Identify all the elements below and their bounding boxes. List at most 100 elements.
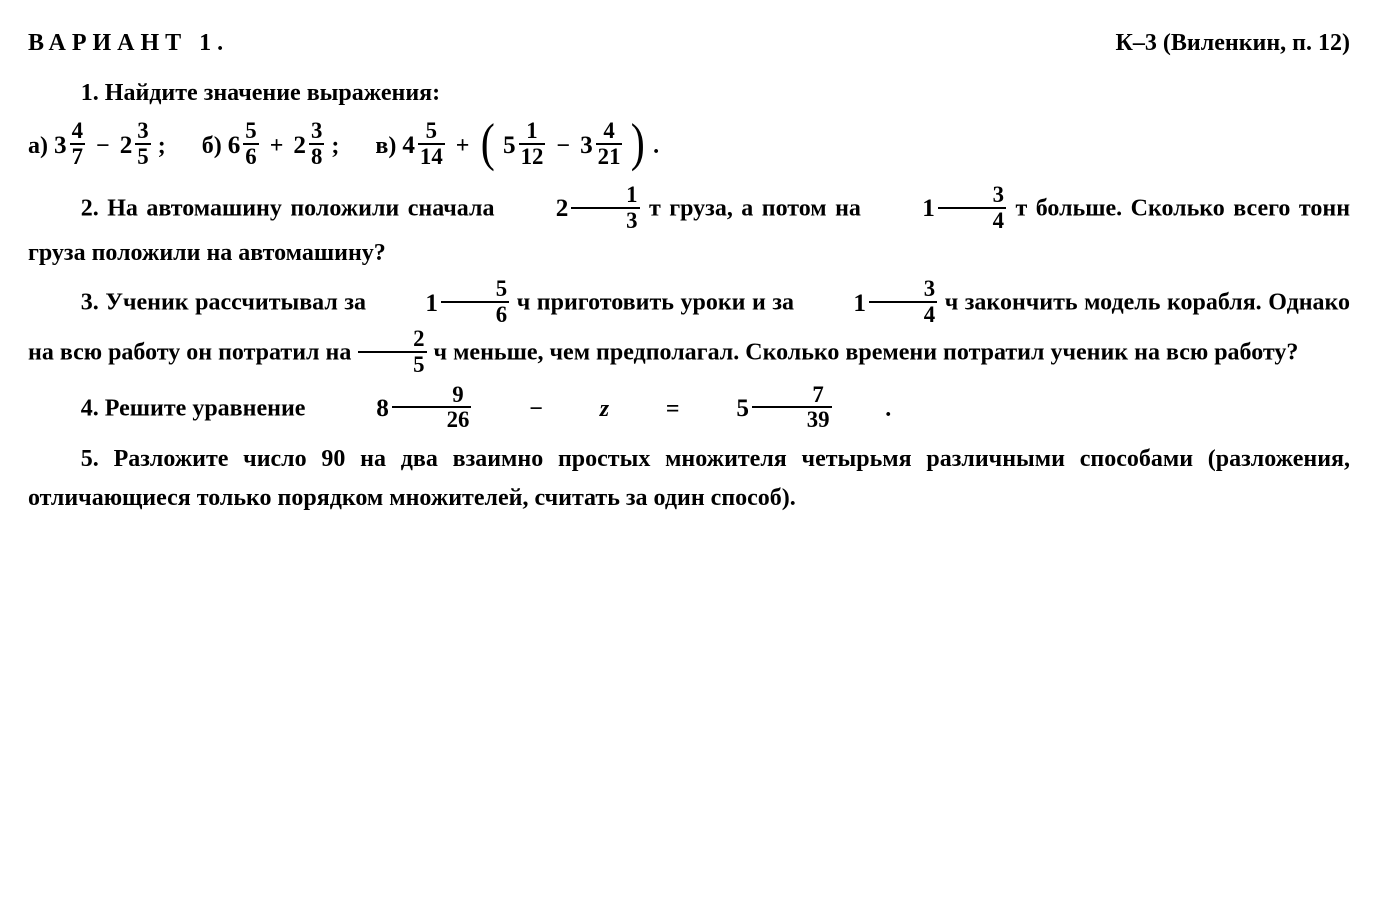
numerator: 1 [571, 183, 639, 209]
fraction: 4 21 [596, 119, 623, 169]
mixed-number: 1 3 4 [869, 185, 1007, 235]
mixed-number: 4 5 14 [402, 121, 445, 171]
task3: 3. Ученик рассчитывал за 1 5 6 ч пригото… [28, 279, 1350, 379]
variable-z: z [547, 390, 609, 428]
task1-title: 1. Найдите значение выражения: [28, 74, 1350, 112]
denominator: 39 [752, 408, 832, 432]
task2: 2. На автомашину положили сначала 2 1 3 … [28, 185, 1350, 273]
right-paren-icon: ) [631, 125, 645, 162]
punct: . [653, 127, 659, 165]
task4: 4. Решите уравнение 8 9 26 − z = 5 7 39 … [28, 385, 1350, 435]
whole: 8 [323, 389, 388, 429]
mixed-number: 1 3 4 [801, 279, 939, 329]
whole: 2 [120, 126, 133, 166]
equals-op: = [613, 390, 679, 428]
punct: . [833, 390, 892, 428]
fraction: 4 7 [70, 119, 85, 169]
denominator: 8 [309, 145, 324, 169]
denominator: 21 [596, 145, 623, 169]
denominator: 3 [571, 209, 639, 233]
task1-expressions: а) 3 4 7 − 2 3 5 ; б) 6 5 6 + [28, 121, 1350, 171]
whole: 4 [402, 126, 415, 166]
mixed-number: 5 7 39 [684, 385, 833, 435]
denominator: 4 [869, 303, 937, 327]
fraction: 5 14 [418, 119, 445, 169]
mixed-number: 2 1 3 [503, 185, 641, 235]
whole: 5 [684, 389, 749, 429]
whole: 3 [54, 126, 67, 166]
numerator: 4 [596, 119, 623, 145]
denominator: 5 [135, 145, 150, 169]
punct: ; [158, 127, 166, 165]
numerator: 3 [309, 119, 324, 145]
numerator: 7 [752, 383, 832, 409]
task5-text: Разложите число 90 на два взаимно просты… [28, 446, 1350, 510]
plus-op: + [270, 127, 284, 165]
task1-part-b: б) 6 5 6 + 2 3 8 ; [202, 121, 340, 171]
task1-part-a: а) 3 4 7 − 2 3 5 ; [28, 121, 166, 171]
mixed-number: 6 5 6 [228, 121, 260, 171]
mixed-number: 2 3 8 [293, 121, 325, 171]
mixed-number: 2 3 5 [120, 121, 152, 171]
fraction: 1 3 [571, 183, 639, 233]
left-paren-icon: ( [481, 125, 495, 162]
task4-number: 4. [81, 395, 99, 421]
fraction: 3 5 [135, 119, 150, 169]
whole: 2 [293, 126, 306, 166]
whole: 3 [580, 126, 593, 166]
task1-a-label: а) [28, 127, 48, 165]
numerator: 5 [243, 119, 258, 145]
numerator: 1 [519, 119, 546, 145]
task5: 5. Разложите число 90 на два взаимно про… [28, 440, 1350, 517]
minus-op: − [476, 390, 542, 428]
numerator: 2 [358, 327, 426, 353]
mixed-number: 5 1 12 [503, 121, 546, 171]
whole: 1 [869, 189, 934, 229]
numerator: 3 [869, 277, 937, 303]
header-left: ВАРИАНТ 1. [28, 24, 229, 62]
numerator: 4 [70, 119, 85, 145]
denominator: 4 [938, 209, 1006, 233]
task1-c-label: в) [375, 127, 396, 165]
denominator: 6 [441, 303, 509, 327]
task5-number: 5. [81, 446, 99, 472]
task4-title: Решите уравнение [105, 395, 306, 421]
task1-b-label: б) [202, 127, 222, 165]
denominator: 7 [70, 145, 85, 169]
numerator: 9 [392, 383, 472, 409]
fraction: 7 39 [752, 383, 832, 433]
whole: 1 [801, 284, 866, 324]
whole: 5 [503, 126, 516, 166]
fraction: 3 8 [309, 119, 324, 169]
mixed-number: 3 4 7 [54, 121, 86, 171]
task4-equation: 8 9 26 − z = 5 7 39 . [323, 385, 891, 435]
denominator: 5 [358, 353, 426, 377]
task3-text2: ч приготовить уроки и за [517, 289, 794, 315]
whole: 1 [373, 284, 438, 324]
punct: ; [331, 127, 339, 165]
minus-op: − [556, 127, 570, 165]
fraction: 5 6 [243, 119, 258, 169]
numerator: 5 [441, 277, 509, 303]
denominator: 6 [243, 145, 258, 169]
mixed-number: 1 5 6 [373, 279, 511, 329]
task3-text4: ч меньше, чем предполагал. Сколько време… [434, 339, 1299, 365]
mixed-number: 8 9 26 [323, 385, 472, 435]
task2-text1: На автомашину положили сначала [107, 195, 494, 221]
denominator: 14 [418, 145, 445, 169]
task3-text1: Ученик рассчитывал за [105, 289, 366, 315]
task3-number: 3. [81, 289, 99, 315]
numerator: 3 [135, 119, 150, 145]
mixed-number: 3 4 21 [580, 121, 623, 171]
fraction: 9 26 [392, 383, 472, 433]
plus-op: + [456, 127, 470, 165]
task2-number: 2. [81, 195, 99, 221]
fraction: 3 4 [938, 183, 1006, 233]
task1-title-text: Найдите значение выражения: [105, 80, 440, 106]
numerator: 5 [418, 119, 445, 145]
denominator: 12 [519, 145, 546, 169]
task1-part-c: в) 4 5 14 + ( 5 1 12 − 3 4 21 ) . [375, 121, 659, 171]
task1-number: 1. [81, 80, 99, 106]
fraction: 3 4 [869, 277, 937, 327]
denominator: 26 [392, 408, 472, 432]
